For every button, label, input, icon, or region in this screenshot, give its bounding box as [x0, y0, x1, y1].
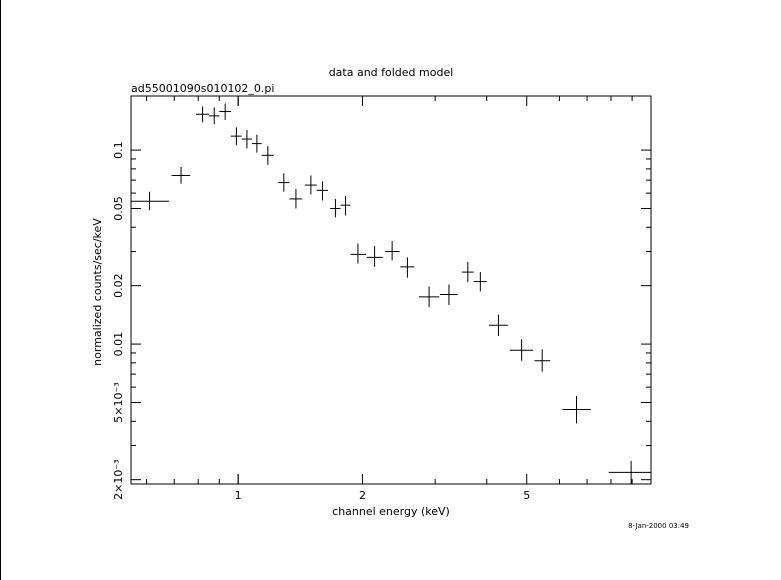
data-point [261, 145, 274, 165]
y-tick-label: 0.02 [112, 273, 125, 298]
chart-subtitle: ad55001090s010102_0.pi [131, 82, 274, 95]
y-axis-label: normalized counts/sec/keV [91, 218, 104, 366]
axis-ticks [131, 96, 652, 484]
y-tick-label: 2×10⁻³ [112, 459, 125, 499]
data-point [400, 257, 415, 278]
data-point [195, 106, 210, 123]
data-point [534, 349, 551, 372]
y-tick-label: 0.01 [112, 332, 125, 357]
x-tick-label: 5 [523, 489, 530, 502]
axis-tick-labels: 1 2 5 0.1 0.05 0.02 0.01 5×10⁻³ 2×10⁻³ [112, 141, 530, 502]
data-point [330, 198, 341, 218]
data-point [418, 286, 440, 308]
plot-frame [130, 95, 652, 485]
timestamp: 8-Jan-2000 03:49 [628, 522, 689, 530]
data-point [230, 127, 242, 146]
x-axis-label: channel energy (keV) [332, 505, 450, 518]
data-point [209, 107, 220, 125]
data-point [562, 395, 591, 424]
data-point [304, 175, 317, 195]
data-point [366, 246, 383, 267]
data-point [289, 189, 303, 209]
data-points [131, 103, 651, 484]
data-point [316, 181, 328, 201]
y-tick-label: 5×10⁻³ [112, 382, 125, 422]
data-point [385, 240, 400, 261]
y-tick-label: 0.05 [112, 196, 125, 221]
x-tick-label: 1 [235, 489, 242, 502]
data-point [171, 166, 191, 184]
data-point [251, 134, 262, 153]
window-left-edge [0, 0, 1, 580]
data-point [278, 173, 290, 192]
data-point [219, 103, 231, 120]
data-point [473, 272, 487, 292]
x-tick-label: 2 [359, 489, 366, 502]
data-point [131, 191, 170, 211]
data-point [241, 129, 252, 149]
data-point [608, 460, 651, 484]
chart-title: data and folded model [329, 66, 454, 79]
data-point [340, 195, 351, 216]
data-point [509, 339, 534, 361]
y-tick-label: 0.1 [112, 141, 125, 159]
data-point [350, 243, 367, 264]
data-point [461, 261, 474, 282]
data-point [488, 314, 508, 337]
data-point [439, 284, 458, 306]
